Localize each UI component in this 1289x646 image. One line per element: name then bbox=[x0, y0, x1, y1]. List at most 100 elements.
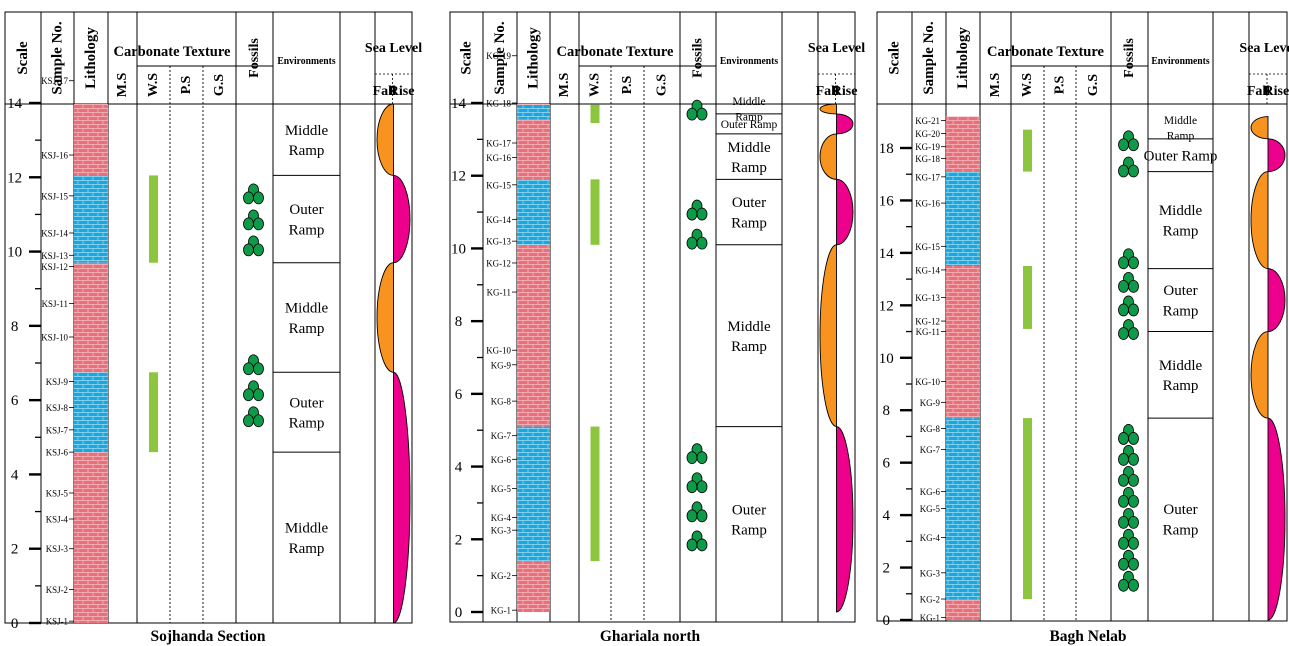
sample-label: KG-11 bbox=[487, 287, 512, 297]
fossil-shell bbox=[1128, 327, 1139, 340]
lithology-marl-bed bbox=[74, 175, 108, 263]
fossil-shell bbox=[686, 538, 698, 552]
wackestone-bar bbox=[1023, 129, 1032, 172]
environment-label: Ramp bbox=[1167, 130, 1195, 142]
sample-label: KSJ-15 bbox=[41, 191, 68, 201]
fossil-shell bbox=[1128, 473, 1139, 487]
environment-label: Ramp bbox=[1163, 303, 1199, 319]
sample-label: KSJ-13 bbox=[41, 251, 68, 261]
environment-label: Outer bbox=[1163, 502, 1197, 518]
lithology-limestone-bed bbox=[517, 104, 550, 105]
sea-level-fall-lobe bbox=[819, 244, 837, 428]
fossil-shell bbox=[1118, 536, 1129, 550]
fossil-shell bbox=[1118, 432, 1129, 445]
sea-level-fall-lobe bbox=[376, 103, 394, 176]
wackestone-bar bbox=[149, 372, 158, 453]
lithology-marl-bed bbox=[946, 171, 980, 266]
fossil-icon bbox=[686, 443, 708, 465]
wackestone-bar bbox=[149, 175, 158, 263]
sea-level-rise-lobe bbox=[836, 426, 854, 613]
header-fossils: Fossils bbox=[1122, 38, 1137, 78]
fossil-icon bbox=[686, 228, 708, 250]
header-fall: Fall bbox=[816, 84, 839, 99]
header-fall: Fall bbox=[1247, 84, 1270, 99]
fossil-icon bbox=[686, 472, 708, 494]
environment-label: Ramp bbox=[735, 112, 763, 124]
environment-label: Ramp bbox=[289, 143, 325, 159]
environment-label: Middle bbox=[285, 301, 329, 317]
header-fossils: Fossils bbox=[691, 38, 706, 78]
fossil-shell bbox=[686, 480, 698, 494]
section-panel-bagh: Scale Sample No. Lithology Fossils Carbonate… bbox=[876, 11, 1289, 645]
sample-label: KG-2 bbox=[491, 571, 512, 581]
scale-label: 0 bbox=[11, 616, 19, 632]
sample-label: KSJ-6 bbox=[46, 447, 69, 457]
header-lithology: Lithology bbox=[526, 27, 542, 89]
fossil-shell bbox=[1128, 453, 1139, 466]
environment-label: Middle bbox=[727, 140, 771, 156]
fossil-shell bbox=[686, 207, 698, 221]
sea-level-fall-lobe bbox=[819, 133, 837, 180]
scale-label: 6 bbox=[11, 393, 19, 409]
scale-label: 8 bbox=[883, 403, 891, 419]
sample-label: KG-1 bbox=[491, 605, 512, 615]
sample-label: KSJ-10 bbox=[41, 332, 68, 342]
fossil-shell bbox=[1118, 279, 1129, 293]
fossil-shell bbox=[1128, 256, 1139, 270]
header-scale: Scale bbox=[459, 41, 475, 75]
fossil-shell bbox=[696, 480, 708, 494]
header-environments: Environments bbox=[720, 56, 778, 67]
section-panel-sojhanda: Scale Sample No. Lithology Fossils Carbonate… bbox=[4, 11, 422, 645]
fossil-shell bbox=[1128, 557, 1139, 571]
sample-label: KG-7 bbox=[920, 445, 941, 455]
panel-frame bbox=[4, 11, 413, 624]
sea-level-fall-lobe bbox=[1250, 116, 1269, 140]
sample-label: KG-3 bbox=[491, 525, 512, 535]
sample-label: KG-5 bbox=[920, 504, 941, 514]
fossil-icon bbox=[686, 530, 708, 552]
header-lithology: Lithology bbox=[955, 27, 971, 89]
environment-label: Middle bbox=[1159, 203, 1203, 219]
sea-level-rise-lobe bbox=[1267, 417, 1286, 621]
sample-label: KSJ-7 bbox=[46, 425, 69, 435]
fossil-shell bbox=[243, 243, 254, 257]
environment-label: Ramp bbox=[289, 222, 325, 238]
header-texture-col: M.S bbox=[115, 73, 130, 98]
header-sample-no: Sample No. bbox=[50, 21, 66, 95]
environment-label: Outer bbox=[289, 202, 323, 218]
environment-label: Outer Ramp bbox=[721, 119, 778, 131]
fossil-shell bbox=[243, 388, 254, 402]
wackestone-bar bbox=[590, 179, 600, 245]
environment-label: Middle bbox=[285, 123, 329, 139]
sample-label: KG-18 bbox=[915, 154, 940, 164]
lithology-marl-bed bbox=[74, 372, 108, 453]
environment-label: Ramp bbox=[731, 215, 767, 231]
fossil-shell bbox=[696, 236, 708, 250]
fossil-shell bbox=[696, 451, 708, 465]
environment-label: Middle bbox=[285, 521, 329, 537]
header-environments: Environments bbox=[1151, 56, 1209, 67]
sample-label: KG-7 bbox=[491, 431, 512, 441]
sample-label: KG-11 bbox=[916, 327, 941, 337]
scale-label: 10 bbox=[7, 245, 22, 261]
fossil-shell bbox=[696, 107, 708, 121]
environment-label: Outer Ramp bbox=[1144, 148, 1218, 164]
fossil-shell bbox=[1118, 473, 1129, 487]
environment-label: Middle bbox=[1164, 115, 1197, 127]
fossil-shell bbox=[686, 236, 698, 250]
lithology-limestone-bed bbox=[946, 266, 980, 419]
header-scale: Scale bbox=[15, 41, 31, 75]
sample-label: KG-8 bbox=[491, 396, 512, 406]
fossil-icon bbox=[1118, 271, 1139, 293]
fossil-icon bbox=[1118, 130, 1139, 152]
sample-label: KG-17 bbox=[486, 138, 511, 148]
sample-label: KSJ-3 bbox=[46, 544, 69, 554]
scale-label: 4 bbox=[11, 467, 19, 483]
scale-label: 6 bbox=[883, 456, 891, 472]
scale-label: 2 bbox=[11, 542, 19, 558]
fossil-shell bbox=[1118, 327, 1129, 340]
header-texture-col: M.S bbox=[988, 73, 1003, 98]
header-texture-col: W.S bbox=[588, 73, 603, 97]
scale-label: 6 bbox=[455, 387, 463, 403]
